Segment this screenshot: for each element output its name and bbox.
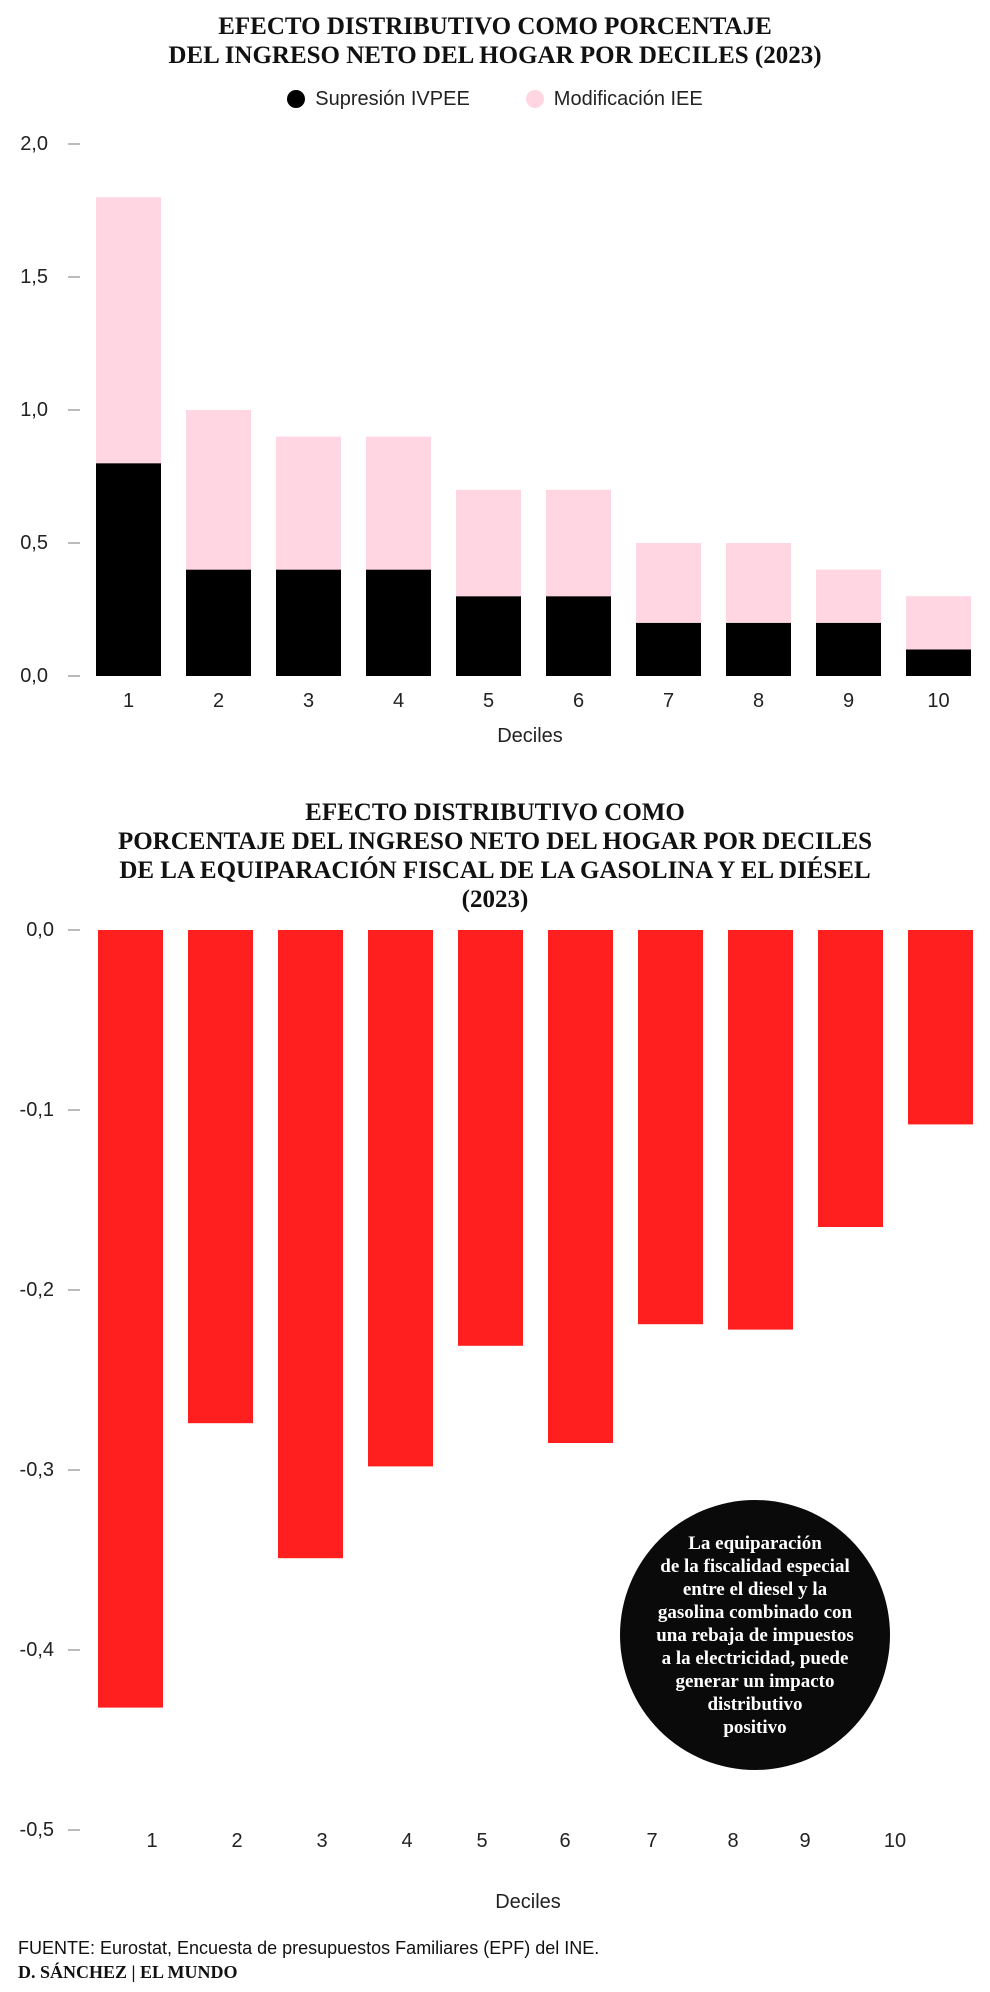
bar-equiparacion — [548, 930, 613, 1443]
bar-equiparacion — [98, 930, 163, 1708]
bar-modificacion-iee — [546, 489, 611, 597]
chart1-title-line: DEL INGRESO NETO DEL HOGAR POR DECILES (… — [168, 42, 822, 69]
bar-equiparacion — [368, 930, 433, 1467]
legend-swatch-pink — [525, 90, 544, 108]
bar-equiparacion — [458, 930, 523, 1346]
chart2-title-line: PORCENTAJE DEL INGRESO NETO DEL HOGAR PO… — [117, 828, 873, 855]
x-tick-label: 6 — [559, 1830, 570, 1852]
y-tick-label: 0,0 — [26, 919, 54, 941]
y-tick-label: -0,2 — [20, 1279, 54, 1301]
bar-modificacion-iee — [726, 543, 791, 623]
x-tick-label: 4 — [401, 1830, 412, 1852]
bar-equiparacion — [278, 930, 343, 1559]
chart2-title-line: DE LA EQUIPARACIÓN FISCAL DE LA GASOLINA… — [119, 857, 871, 884]
bar-supresion-ivpee — [726, 622, 791, 676]
x-tick-label: 2 — [213, 690, 224, 712]
y-tick-label: -0,1 — [20, 1099, 54, 1121]
chart2-plot: 0,0 -0,1 -0,2 -0,3 -0,4 -0,5 1 2 3 4 5 6 7 8 9 10 Deci… — [20, 919, 973, 1913]
chart1-plot: 0,0 0,5 1,0 1,5 2,0 1 2 3 4 5 6 7 8 9 10 Deciles — [20, 133, 971, 747]
x-tick-label: 1 — [146, 1830, 157, 1852]
x-tick-label: 6 — [573, 690, 584, 712]
bar-modificacion-iee — [636, 543, 701, 623]
bar-supresion-ivpee — [816, 622, 881, 676]
chart2-title-line: (2023) — [461, 886, 529, 913]
y-tick-label: 0,5 — [20, 532, 48, 554]
bar-equiparacion — [818, 930, 883, 1227]
y-tick-label: -0,5 — [20, 1819, 54, 1841]
callout-line: gasolina combinado con — [657, 1601, 853, 1623]
callout-line: de la fiscalidad especial — [660, 1555, 850, 1577]
legend-item-modificacion-iee: Modificación IEE — [525, 84, 703, 114]
bar-supresion-ivpee — [186, 569, 251, 676]
callout-bubble: La equiparación de la fiscalidad especia… — [620, 1500, 890, 1770]
chart1-x-axis-label: Deciles — [497, 725, 563, 747]
chart2-x-axis-label: Deciles — [495, 1891, 561, 1913]
x-tick-label: 4 — [393, 690, 404, 712]
callout-line: una rebaja de impuestos — [656, 1624, 854, 1646]
source-note: FUENTE: Eurostat, Encuesta de presupuest… — [18, 1938, 600, 1958]
x-tick-label: 5 — [483, 690, 494, 712]
x-tick-label: 9 — [843, 690, 854, 712]
y-tick-label: 0,0 — [20, 665, 48, 687]
x-tick-label: 10 — [884, 1830, 906, 1852]
x-tick-label: 5 — [476, 1830, 487, 1852]
bar-modificacion-iee — [906, 596, 971, 650]
x-tick-label: 1 — [123, 690, 134, 712]
y-tick-label: 1,5 — [20, 266, 48, 288]
bar-supresion-ivpee — [276, 569, 341, 676]
callout-line: La equiparación — [688, 1532, 822, 1554]
callout-line: generar un impacto — [675, 1670, 835, 1692]
callout-line: entre el diesel y la — [682, 1578, 828, 1600]
bar-supresion-ivpee — [456, 596, 521, 676]
bar-supresion-ivpee — [96, 463, 161, 676]
bar-modificacion-iee — [366, 436, 431, 570]
bar-modificacion-iee — [456, 489, 521, 597]
bar-equiparacion — [188, 930, 253, 1424]
y-tick-label: -0,3 — [20, 1459, 54, 1481]
legend-item-supresion-ivpee: Supresión IVPEE — [287, 84, 470, 114]
bar-modificacion-iee — [276, 436, 341, 570]
bar-equiparacion — [908, 930, 973, 1125]
chart1-legend: Supresión IVPEE Modificación IEE — [0, 84, 990, 114]
chart1-title: EFECTO DISTRIBUTIVO COMO PORCENTAJE DEL … — [0, 12, 990, 70]
x-tick-label: 9 — [799, 1830, 810, 1852]
x-tick-label: 3 — [316, 1830, 327, 1852]
bar-supresion-ivpee — [906, 649, 971, 676]
chart1-title-line: EFECTO DISTRIBUTIVO COMO PORCENTAJE — [218, 13, 772, 40]
bar-equiparacion — [728, 930, 793, 1330]
bar-modificacion-iee — [96, 197, 161, 464]
callout-text: La equiparación de la fiscalidad especia… — [656, 1532, 854, 1739]
credit-line: D. SÁNCHEZ | EL MUNDO — [18, 1962, 238, 1982]
legend-swatch-black — [287, 90, 306, 108]
bar-modificacion-iee — [186, 410, 251, 570]
bar-supresion-ivpee — [636, 622, 701, 676]
x-tick-label: 7 — [646, 1830, 657, 1852]
legend-label: Modificación IEE — [553, 87, 703, 110]
y-tick-label: -0,4 — [20, 1639, 54, 1661]
y-tick-label: 1,0 — [20, 399, 48, 421]
callout-line: distributivo — [707, 1693, 803, 1715]
x-tick-label: 7 — [663, 690, 674, 712]
chart2-title: EFECTO DISTRIBUTIVO COMO PORCENTAJE DEL … — [0, 798, 990, 914]
bar-supresion-ivpee — [366, 569, 431, 676]
callout-line: positivo — [723, 1716, 787, 1738]
callout-line: a la electricidad, puede — [661, 1647, 849, 1669]
chart2-title-line: EFECTO DISTRIBUTIVO COMO — [305, 799, 685, 826]
bar-equiparacion — [638, 930, 703, 1325]
y-tick-label: 2,0 — [20, 133, 48, 155]
legend-label: Supresión IVPEE — [315, 87, 470, 110]
bar-supresion-ivpee — [546, 596, 611, 676]
x-tick-label: 10 — [927, 690, 949, 712]
x-tick-label: 8 — [753, 690, 764, 712]
x-tick-label: 3 — [303, 690, 314, 712]
x-tick-label: 8 — [727, 1830, 738, 1852]
bar-modificacion-iee — [816, 569, 881, 623]
x-tick-label: 2 — [231, 1830, 242, 1852]
